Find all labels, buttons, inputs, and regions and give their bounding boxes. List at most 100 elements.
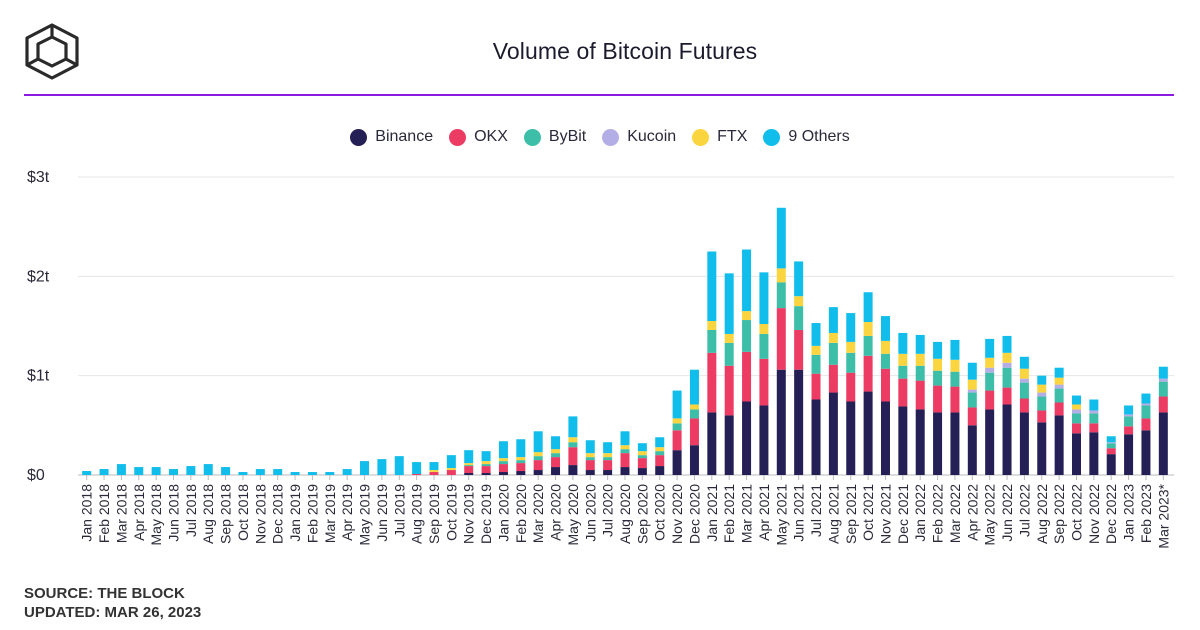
bar-segment[interactable]: [620, 445, 630, 450]
bar-segment[interactable]: [846, 372, 856, 402]
bar-segment[interactable]: [1106, 442, 1116, 444]
bar-segment[interactable]: [1019, 356, 1029, 369]
bar-segment[interactable]: [915, 334, 925, 354]
bar-segment[interactable]: [412, 462, 422, 475]
bar-segment[interactable]: [1158, 366, 1168, 379]
bar-segment[interactable]: [603, 470, 613, 475]
bar-segment[interactable]: [794, 261, 804, 297]
bar-segment[interactable]: [1054, 377, 1064, 385]
bar-segment[interactable]: [464, 450, 474, 464]
bar-segment[interactable]: [533, 460, 543, 471]
bar-segment[interactable]: [464, 463, 474, 466]
legend-item[interactable]: Binance: [350, 128, 433, 146]
bar-segment[interactable]: [446, 468, 456, 471]
bar-segment[interactable]: [1141, 418, 1151, 431]
bar-segment[interactable]: [1071, 433, 1081, 475]
bar-segment[interactable]: [915, 365, 925, 381]
bar-segment[interactable]: [655, 437, 665, 448]
bar-segment[interactable]: [551, 467, 561, 475]
bar-segment[interactable]: [429, 472, 439, 475]
bar-segment[interactable]: [672, 450, 682, 475]
bar-segment[interactable]: [516, 439, 526, 458]
bar-segment[interactable]: [1071, 413, 1081, 424]
bar-segment[interactable]: [1158, 396, 1168, 413]
bar-segment[interactable]: [828, 364, 838, 393]
bar-segment[interactable]: [82, 471, 92, 475]
bar-segment[interactable]: [1141, 405, 1151, 419]
bar-segment[interactable]: [759, 333, 769, 359]
bar-segment[interactable]: [481, 473, 491, 475]
bar-segment[interactable]: [620, 449, 630, 454]
bar-segment[interactable]: [655, 447, 665, 452]
bar-segment[interactable]: [828, 332, 838, 343]
bar-segment[interactable]: [933, 370, 943, 386]
bar-segment[interactable]: [811, 323, 821, 346]
bar-segment[interactable]: [794, 296, 804, 307]
legend-item[interactable]: OKX: [449, 128, 508, 146]
bar-segment[interactable]: [307, 472, 317, 475]
bar-segment[interactable]: [1002, 387, 1012, 405]
bar-segment[interactable]: [1124, 434, 1134, 475]
bar-segment[interactable]: [672, 423, 682, 431]
bar-segment[interactable]: [794, 369, 804, 475]
bar-segment[interactable]: [863, 292, 873, 323]
bar-segment[interactable]: [1037, 422, 1047, 475]
bar-segment[interactable]: [967, 362, 977, 380]
bar-segment[interactable]: [707, 329, 717, 353]
bar-segment[interactable]: [742, 311, 752, 321]
bar-segment[interactable]: [811, 399, 821, 475]
bar-segment[interactable]: [1019, 368, 1029, 379]
bar-segment[interactable]: [967, 425, 977, 475]
bar-segment[interactable]: [1089, 413, 1099, 424]
bar-segment[interactable]: [724, 273, 734, 334]
bar-segment[interactable]: [828, 392, 838, 475]
bar-segment[interactable]: [933, 385, 943, 413]
bar-segment[interactable]: [1106, 454, 1116, 475]
bar-segment[interactable]: [794, 329, 804, 370]
bar-segment[interactable]: [1037, 384, 1047, 393]
bar-segment[interactable]: [689, 445, 699, 475]
bar-segment[interactable]: [707, 251, 717, 322]
bar-segment[interactable]: [1071, 395, 1081, 405]
bar-segment[interactable]: [1106, 436, 1116, 443]
bar-segment[interactable]: [689, 369, 699, 405]
bar-segment[interactable]: [985, 390, 995, 410]
bar-segment[interactable]: [290, 472, 300, 475]
bar-segment[interactable]: [464, 473, 474, 475]
bar-segment[interactable]: [863, 355, 873, 392]
bar-segment[interactable]: [568, 447, 578, 466]
bar-segment[interactable]: [1002, 367, 1012, 388]
bar-segment[interactable]: [898, 378, 908, 407]
bar-segment[interactable]: [498, 461, 508, 465]
bar-segment[interactable]: [742, 249, 752, 312]
bar-segment[interactable]: [1141, 393, 1151, 404]
bar-segment[interactable]: [533, 470, 543, 475]
bar-segment[interactable]: [707, 412, 717, 475]
bar-segment[interactable]: [967, 379, 977, 390]
bar-segment[interactable]: [498, 472, 508, 475]
bar-segment[interactable]: [551, 457, 561, 468]
bar-segment[interactable]: [1124, 405, 1134, 415]
bar-segment[interactable]: [828, 342, 838, 365]
bar-segment[interactable]: [776, 369, 786, 475]
bar-segment[interactable]: [933, 412, 943, 475]
bar-segment[interactable]: [915, 409, 925, 475]
bar-segment[interactable]: [1037, 396, 1047, 411]
bar-segment[interactable]: [585, 460, 595, 471]
bar-segment[interactable]: [811, 354, 821, 374]
bar-segment[interactable]: [776, 268, 786, 283]
bar-segment[interactable]: [724, 333, 734, 343]
bar-segment[interactable]: [1089, 410, 1099, 414]
bar-segment[interactable]: [464, 465, 474, 467]
legend-item[interactable]: 9 Others: [763, 128, 850, 146]
bar-segment[interactable]: [516, 460, 526, 464]
bar-segment[interactable]: [776, 282, 786, 309]
bar-segment[interactable]: [967, 389, 977, 393]
bar-segment[interactable]: [1054, 402, 1064, 416]
bar-segment[interactable]: [811, 345, 821, 355]
bar-segment[interactable]: [672, 430, 682, 451]
bar-segment[interactable]: [481, 461, 491, 465]
bar-segment[interactable]: [689, 418, 699, 446]
bar-segment[interactable]: [620, 467, 630, 475]
bar-segment[interactable]: [915, 380, 925, 410]
